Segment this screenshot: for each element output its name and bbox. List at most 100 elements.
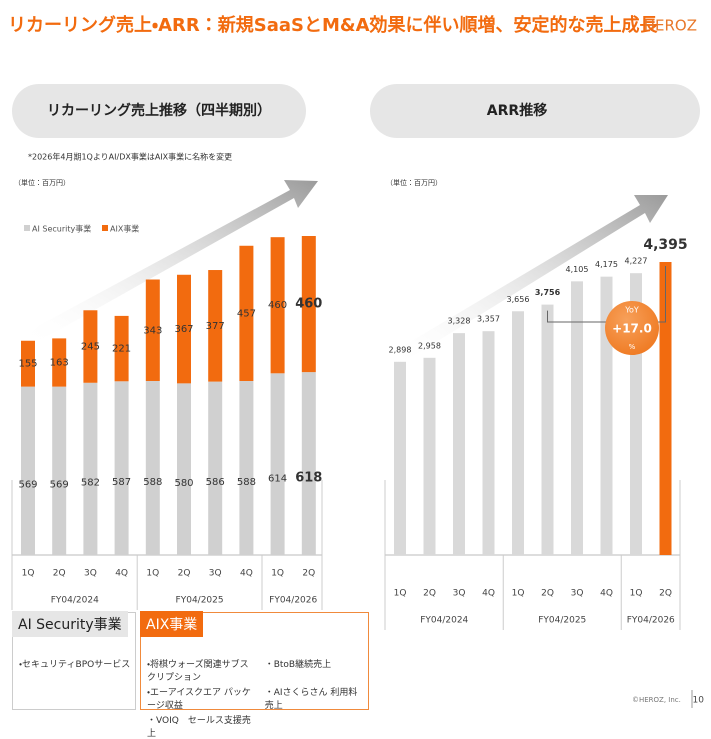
- bar-segment: [145, 381, 160, 555]
- bar-segment: [83, 382, 98, 555]
- group-label: FY04/2025: [538, 616, 586, 626]
- x-tick-label: 1Q: [512, 589, 525, 599]
- x-tick-label: 4Q: [240, 569, 253, 579]
- slide: リカーリング売上・ARR：新規SaaSとM&A効果に伴い順増、安定的な売上成長 …: [8, 14, 705, 739]
- segment-list: ・セキュリティBPOサービス: [19, 657, 131, 670]
- data-label: 155: [18, 359, 37, 370]
- data-label: 588: [237, 477, 256, 488]
- x-tick-label: 2Q: [541, 589, 554, 599]
- legend-label: AIX事業: [110, 224, 139, 234]
- bar-segment: [177, 383, 191, 555]
- data-label: 2,898: [389, 345, 412, 354]
- x-tick-label: 2Q: [659, 589, 672, 599]
- slide-title: リカーリング売上・ARR：新規SaaSとM&A効果に伴い順増、安定的な売上成長: [8, 14, 659, 36]
- x-tick-label: 2Q: [302, 569, 315, 579]
- data-label: 586: [206, 477, 225, 488]
- x-tick-label: 4Q: [115, 569, 128, 579]
- group-label: FY04/2025: [176, 596, 224, 606]
- x-tick-label: 4Q: [482, 589, 495, 599]
- data-label: 221: [112, 344, 131, 355]
- legend-label: AI Security事業: [32, 224, 91, 234]
- group-label: FY04/2026: [269, 596, 317, 606]
- data-label: 163: [50, 358, 69, 369]
- bar-segment: [114, 315, 129, 382]
- chart-canvas: リカーリング売上・ARR：新規SaaSとM&A効果に伴い順増、安定的な売上成長 …: [8, 14, 704, 708]
- bar-segment: [208, 270, 223, 382]
- group-label: FY04/2024: [51, 596, 99, 606]
- bar-segment: [239, 381, 254, 555]
- bar-segment: [270, 237, 285, 374]
- group-label: FY04/2026: [627, 616, 675, 626]
- bar: [453, 333, 465, 555]
- bar: [512, 311, 524, 555]
- bar: [659, 262, 672, 555]
- x-tick-label: 1Q: [22, 569, 35, 579]
- group-label: FY04/2024: [420, 616, 468, 626]
- segment-item: ・将棋ウォーズ関連サブスクリプション: [147, 660, 249, 683]
- growth-arrow: [385, 195, 668, 365]
- yoy-unit: %: [629, 343, 636, 351]
- data-label: 460: [268, 300, 287, 311]
- segment-title: AI Security事業: [12, 611, 128, 637]
- bar: [571, 281, 583, 555]
- bar-segment: [301, 236, 316, 373]
- bar: [394, 361, 406, 555]
- data-label: 3,328: [448, 317, 471, 326]
- bar: [541, 304, 554, 555]
- segment-box: AI Security事業 ・セキュリティBPOサービス: [12, 611, 136, 710]
- bar-segment: [301, 372, 316, 555]
- data-label: 582: [81, 478, 100, 489]
- bar: [482, 331, 495, 555]
- bar: [423, 357, 436, 555]
- x-tick-label: 3Q: [453, 589, 466, 599]
- bar: [600, 276, 613, 555]
- data-label: 245: [81, 342, 100, 353]
- bar-segment: [114, 381, 129, 555]
- data-label: 588: [143, 477, 162, 488]
- logo: HEROZ: [644, 17, 697, 35]
- data-label: 614: [268, 474, 287, 485]
- data-label: 3,756: [535, 288, 561, 297]
- x-tick-label: 1Q: [394, 589, 407, 599]
- panel-title: リカーリング売上推移（四半期別）: [47, 102, 271, 119]
- segment-item: ・BtoB継続売上: [264, 660, 332, 670]
- panel-header: [12, 84, 306, 138]
- bar-segment: [145, 279, 160, 381]
- note: *2026年4月期1QよりAI/DX事業はAIX事業に名称を変更: [28, 152, 232, 162]
- x-tick-label: 3Q: [209, 569, 222, 579]
- segment-title: AIX事業: [140, 611, 204, 637]
- bar-segment: [177, 274, 191, 384]
- segment-list: ・将棋ウォーズ関連サブスクリプション ・BtoB継続売上・エーアイスクエア パッケ…: [147, 657, 364, 739]
- data-label: 569: [50, 479, 69, 490]
- unit-label: （単位：百万円）: [14, 178, 70, 187]
- bar-segment: [239, 245, 254, 381]
- bar-segment: [21, 386, 35, 555]
- panel-header: [370, 84, 700, 138]
- data-label: 618: [295, 471, 322, 486]
- data-label: 2,958: [418, 341, 441, 350]
- x-tick-label: 2Q: [53, 569, 66, 579]
- data-label: 457: [237, 308, 256, 319]
- segment-item: ・エーアイスクエア パッケージ収益: [147, 688, 251, 711]
- data-label: 4,395: [643, 237, 687, 253]
- segment-box: AIX事業 ・将棋ウォーズ関連サブスクリプション ・BtoB継続売上・エーアイスク…: [140, 611, 369, 739]
- data-label: 460: [295, 297, 322, 312]
- x-tick-label: 2Q: [178, 569, 191, 579]
- page: HEROZ slide html, body { margin: 0; padd…: [8, 14, 705, 739]
- data-label: 3,357: [477, 315, 500, 324]
- x-tick-label: 1Q: [146, 569, 159, 579]
- data-label: 377: [206, 321, 225, 332]
- data-label: 367: [174, 324, 193, 335]
- bar-segment: [270, 373, 285, 555]
- x-tick-label: 1Q: [271, 569, 284, 579]
- data-label: 4,175: [595, 260, 618, 269]
- legend-swatch: [24, 225, 30, 231]
- segment-item: ・AIさくらさん 利用料売上: [264, 688, 358, 711]
- x-tick-label: 2Q: [423, 589, 436, 599]
- yoy-value: +17.0: [612, 322, 652, 336]
- x-tick-label: 4Q: [600, 589, 613, 599]
- growth-arrow: [20, 180, 318, 345]
- bar-segment: [52, 338, 67, 387]
- yoy-label: YoY: [624, 306, 639, 315]
- yoy-bubble: [605, 301, 659, 355]
